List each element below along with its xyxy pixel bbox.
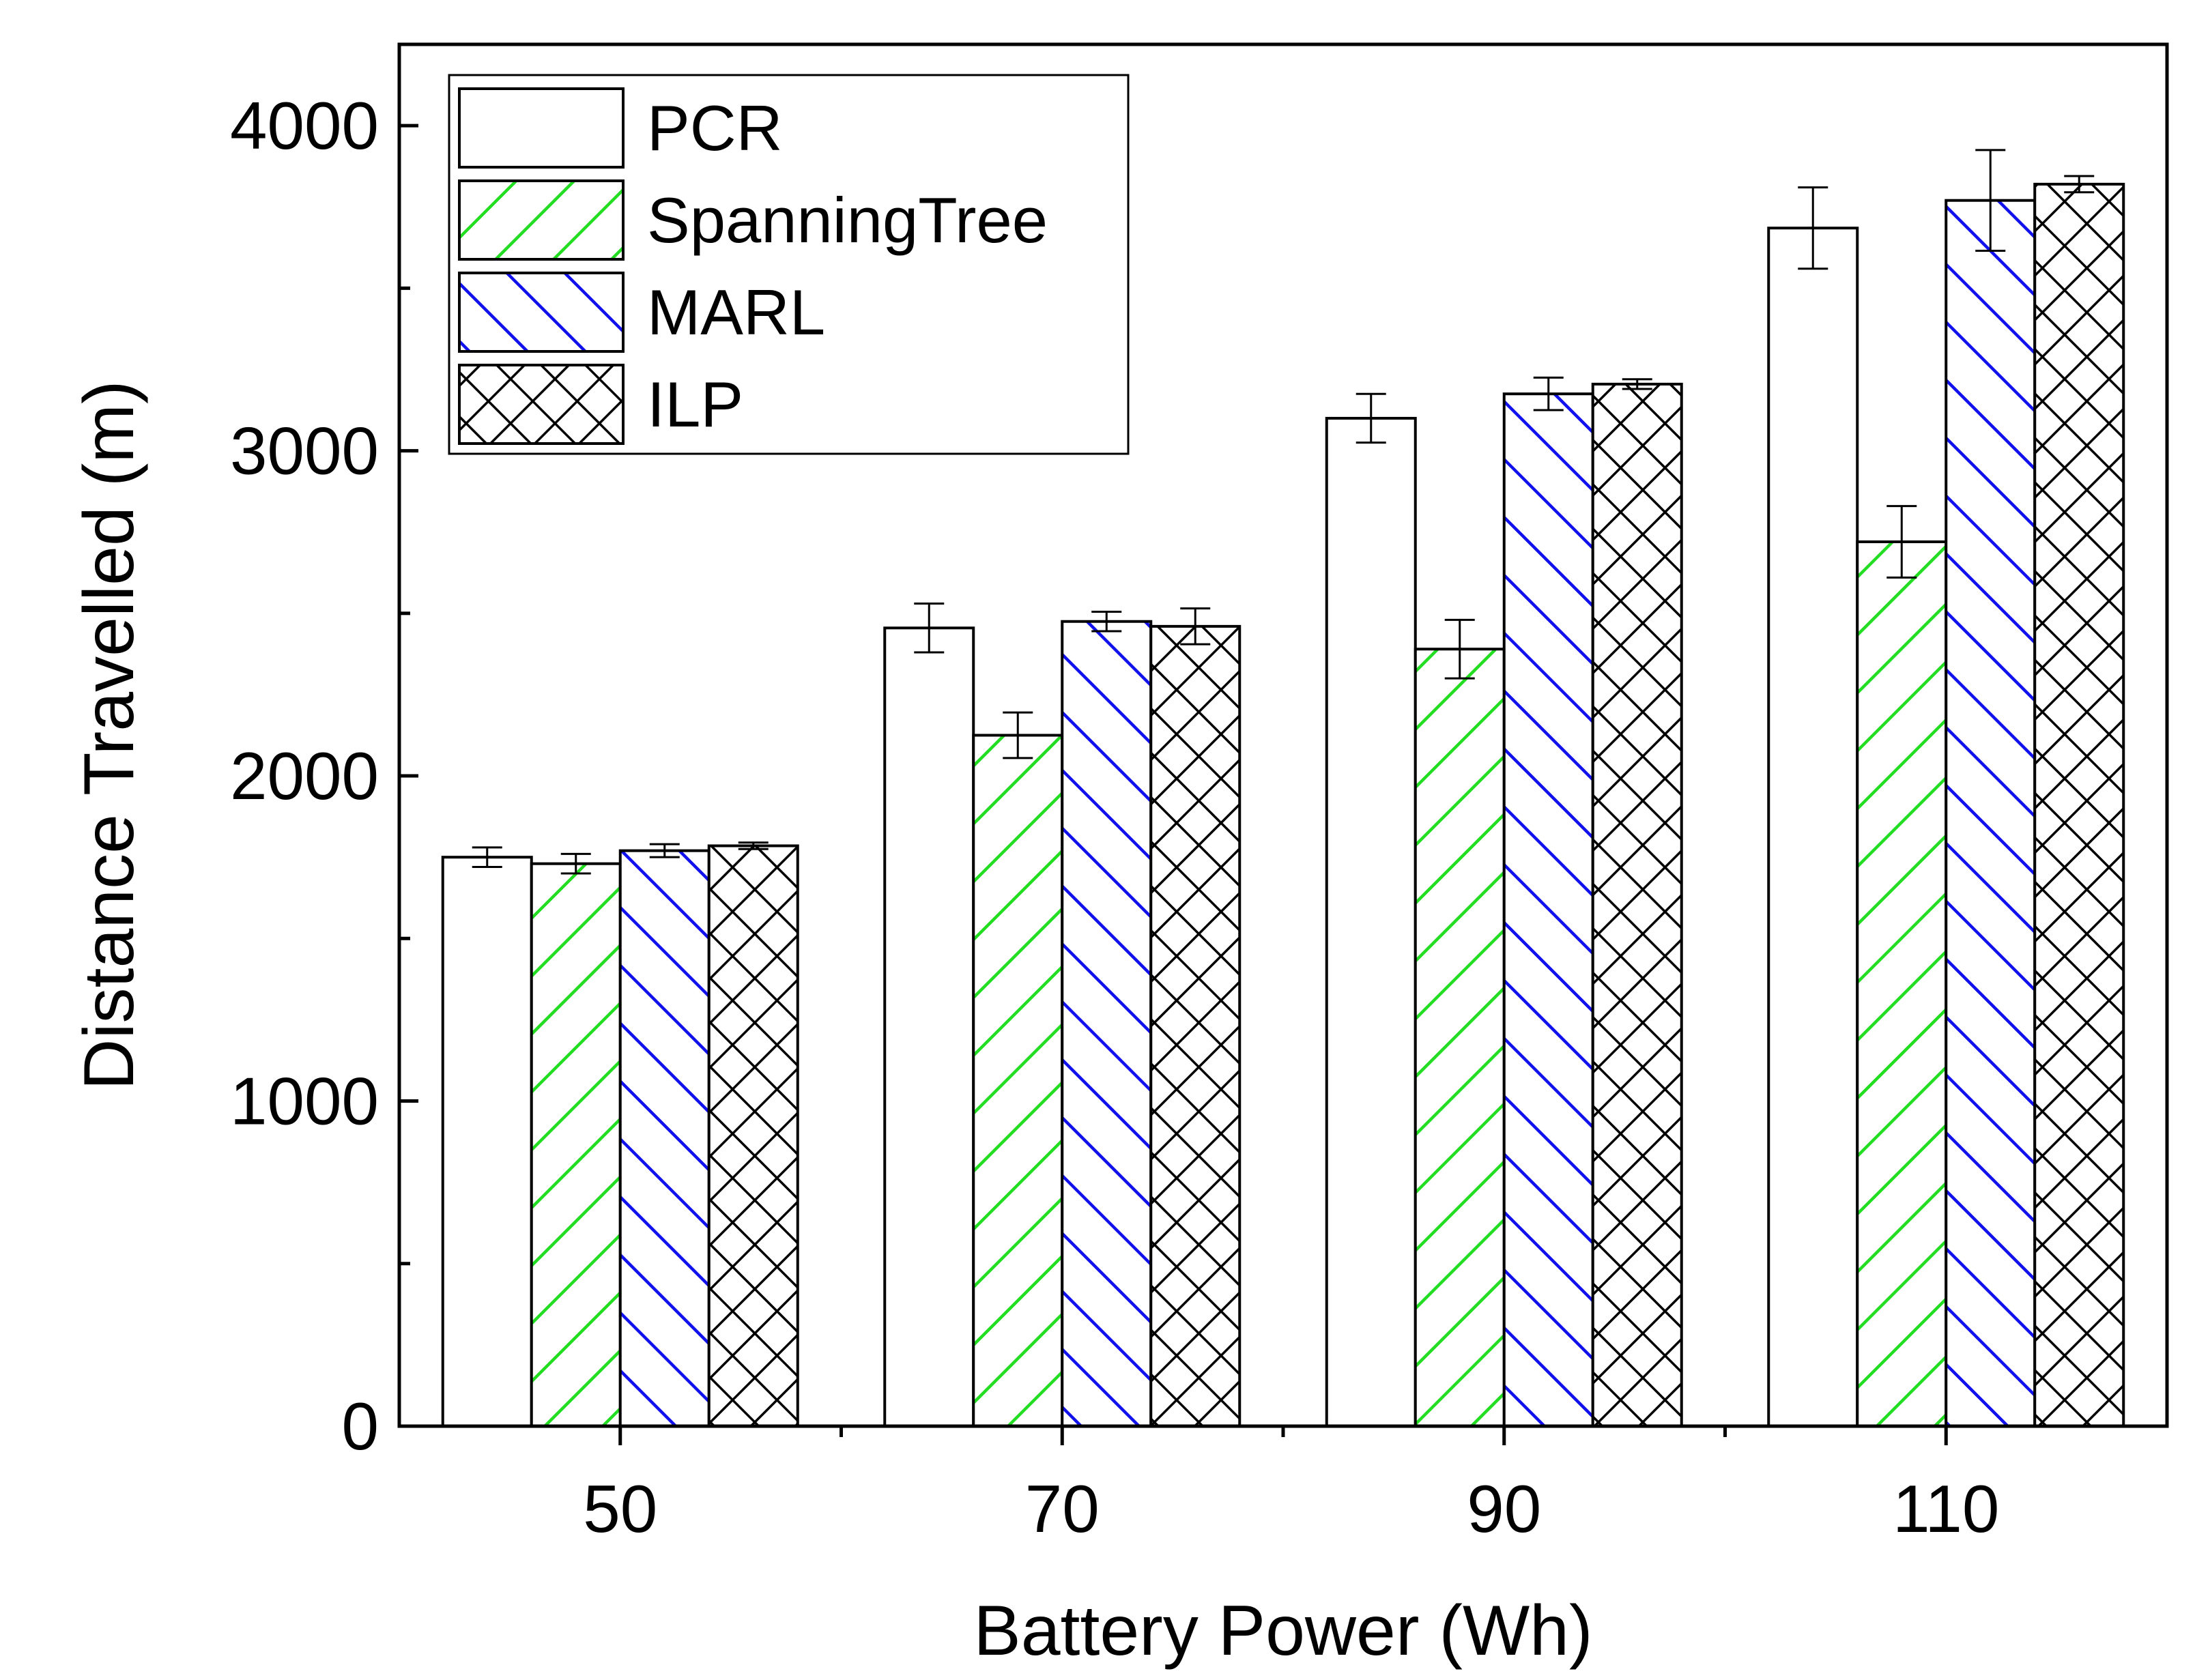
y-tick-label: 2000: [230, 738, 379, 813]
bar-spanningtree: [530, 862, 622, 1428]
bar-marl: [618, 849, 711, 1428]
bar-pcr: [1767, 227, 1859, 1428]
legend-label: PCR: [647, 92, 782, 164]
legend-label: ILP: [647, 368, 743, 440]
bar-marl: [1061, 620, 1153, 1428]
bar-ilp: [2033, 182, 2125, 1428]
y-axis-title: Distance Travelled (m): [70, 380, 149, 1090]
bar-spanningtree: [1414, 648, 1506, 1428]
bar-pcr: [1325, 416, 1417, 1428]
y-axis: 0 1000 2000 3000 4000: [230, 88, 418, 1464]
x-axis-title: Battery Power (Wh): [973, 1591, 1592, 1670]
x-tick-label: 70: [1025, 1471, 1100, 1546]
legend-label: MARL: [647, 276, 825, 348]
legend-swatch-marl: [458, 272, 625, 353]
bar-ilp: [707, 844, 799, 1428]
bar-ilp: [1591, 382, 1683, 1428]
y-tick-label: 3000: [230, 414, 379, 489]
y-tick-label: 4000: [230, 88, 379, 163]
bar-pcr: [441, 856, 533, 1428]
bar-series-group: [441, 182, 2125, 1428]
bar-marl: [1945, 199, 2037, 1428]
error-bar-group: [472, 149, 2095, 875]
x-tick-label: 90: [1467, 1471, 1541, 1546]
legend-swatch-pcr: [458, 87, 625, 169]
bar-spanningtree: [972, 734, 1064, 1428]
bar-ilp: [1149, 624, 1242, 1428]
legend-swatch-ilp: [458, 364, 625, 445]
x-tick-label: 50: [583, 1471, 657, 1546]
legend: PCR SpanningTree MARL ILP: [448, 74, 1130, 455]
y-tick-label: 1000: [230, 1064, 379, 1139]
bar-spanningtree: [1856, 540, 1948, 1428]
x-axis: 50 70 90 110: [583, 1426, 1999, 1546]
x-tick-label: 110: [1893, 1471, 1999, 1546]
bar-marl: [1502, 392, 1594, 1428]
y-tick-label: 0: [341, 1389, 379, 1464]
legend-label: SpanningTree: [647, 184, 1048, 256]
bar-pcr: [883, 626, 975, 1428]
legend-swatch-spanningtree: [458, 179, 625, 261]
plot-frame: [397, 42, 2169, 1428]
